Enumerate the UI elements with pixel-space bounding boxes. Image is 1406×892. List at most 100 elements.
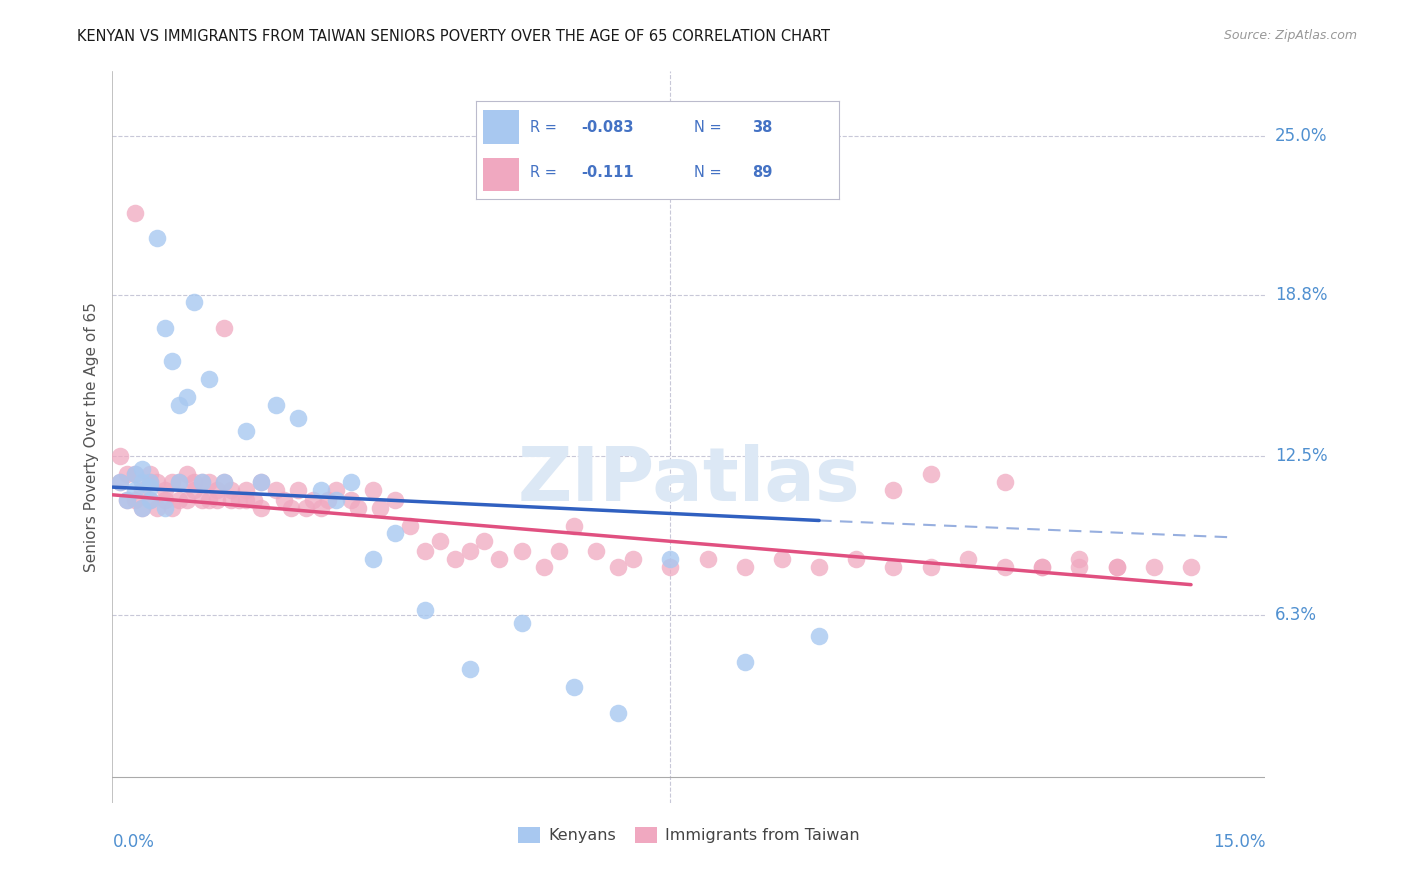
Point — [770, 552, 793, 566]
Point — [124, 492, 146, 507]
Point — [243, 492, 266, 507]
Point — [190, 492, 212, 507]
Point — [146, 475, 169, 489]
Point — [131, 462, 153, 476]
Point — [198, 475, 221, 489]
Point — [1031, 559, 1053, 574]
Point — [153, 321, 176, 335]
Point — [176, 492, 198, 507]
Point — [138, 475, 160, 489]
Point — [562, 518, 585, 533]
Point — [413, 603, 436, 617]
Point — [287, 483, 309, 497]
Point — [920, 559, 942, 574]
Point — [562, 681, 585, 695]
Point — [1069, 552, 1091, 566]
Point — [124, 483, 146, 497]
Point — [108, 450, 131, 464]
Point — [124, 467, 146, 482]
Point — [117, 492, 139, 507]
Point — [399, 518, 422, 533]
Text: 25.0%: 25.0% — [1275, 127, 1327, 145]
Point — [458, 544, 481, 558]
Point — [212, 475, 235, 489]
Point — [443, 552, 465, 566]
Point — [1031, 559, 1053, 574]
Point — [160, 354, 183, 368]
Point — [124, 205, 146, 219]
Point — [295, 500, 318, 515]
Point — [131, 483, 153, 497]
Point — [316, 492, 339, 507]
Point — [169, 492, 191, 507]
Point — [146, 231, 169, 245]
Point — [302, 492, 325, 507]
Point — [153, 483, 176, 497]
Point — [474, 534, 496, 549]
Point — [235, 424, 257, 438]
Point — [190, 475, 212, 489]
Text: KENYAN VS IMMIGRANTS FROM TAIWAN SENIORS POVERTY OVER THE AGE OF 65 CORRELATION : KENYAN VS IMMIGRANTS FROM TAIWAN SENIORS… — [77, 29, 831, 44]
Point — [221, 492, 243, 507]
Point — [287, 410, 309, 425]
Point — [138, 480, 160, 494]
Text: ZIPatlas: ZIPatlas — [517, 444, 860, 517]
Point — [309, 500, 332, 515]
Point — [250, 500, 273, 515]
Point — [547, 544, 569, 558]
Text: Source: ZipAtlas.com: Source: ZipAtlas.com — [1223, 29, 1357, 42]
Point — [325, 483, 347, 497]
Point — [250, 475, 273, 489]
Point — [458, 662, 481, 676]
Point — [138, 492, 160, 507]
Point — [264, 483, 287, 497]
Point — [273, 492, 295, 507]
Text: 18.8%: 18.8% — [1275, 285, 1327, 303]
Point — [1143, 559, 1166, 574]
Point — [510, 544, 533, 558]
Point — [153, 492, 176, 507]
Point — [160, 475, 183, 489]
Point — [1180, 559, 1202, 574]
Point — [361, 552, 384, 566]
Point — [533, 559, 555, 574]
Point — [131, 475, 153, 489]
Point — [1105, 559, 1128, 574]
Point — [169, 475, 191, 489]
Point — [621, 552, 644, 566]
Point — [176, 467, 198, 482]
Point — [221, 483, 243, 497]
Point — [956, 552, 979, 566]
Point — [183, 475, 205, 489]
Point — [124, 467, 146, 482]
Point — [659, 552, 682, 566]
Point — [1105, 559, 1128, 574]
Point — [146, 500, 169, 515]
Point — [734, 655, 756, 669]
Point — [138, 467, 160, 482]
Point — [235, 492, 257, 507]
Point — [205, 483, 228, 497]
Point — [169, 475, 191, 489]
Y-axis label: Seniors Poverty Over the Age of 65: Seniors Poverty Over the Age of 65 — [83, 302, 98, 572]
Point — [264, 398, 287, 412]
Point — [183, 295, 205, 310]
Point — [607, 706, 630, 720]
Point — [176, 390, 198, 404]
Point — [361, 483, 384, 497]
Point — [994, 559, 1017, 574]
Point — [808, 559, 831, 574]
Point — [309, 483, 332, 497]
Point — [169, 398, 191, 412]
Point — [585, 544, 607, 558]
Point — [368, 500, 391, 515]
Point — [190, 475, 212, 489]
Text: 12.5%: 12.5% — [1275, 447, 1327, 466]
Point — [347, 500, 370, 515]
Point — [280, 500, 302, 515]
Point — [488, 552, 510, 566]
Legend: Kenyans, Immigrants from Taiwan: Kenyans, Immigrants from Taiwan — [512, 821, 866, 850]
Point — [108, 475, 131, 489]
Point — [108, 475, 131, 489]
Point — [607, 559, 630, 574]
